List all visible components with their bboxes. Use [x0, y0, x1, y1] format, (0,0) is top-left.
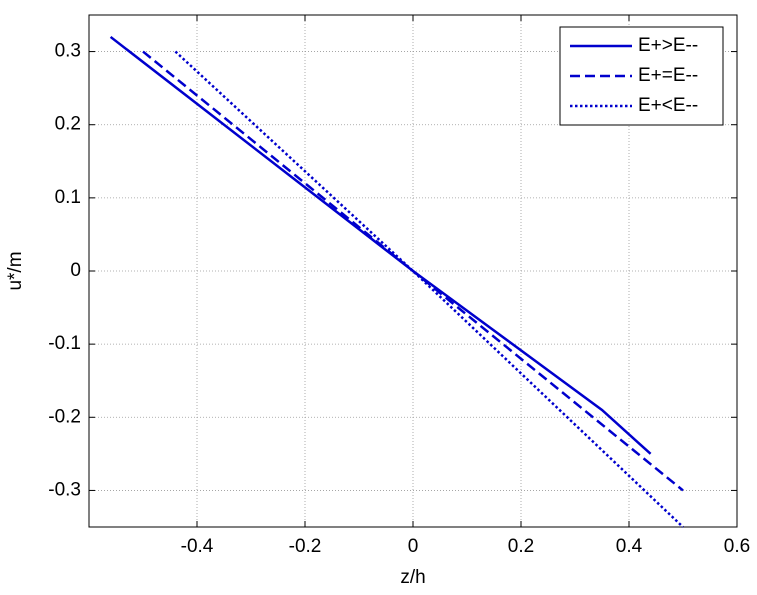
- x-tick-label: 0: [408, 536, 419, 557]
- y-tick-label: -0.1: [48, 333, 81, 354]
- x-axis-label: z/h: [400, 567, 425, 588]
- legend-label: E+>E--: [638, 35, 698, 56]
- y-tick-label: -0.3: [48, 479, 81, 500]
- legend-label: E+=E--: [638, 65, 698, 86]
- y-tick-label: 0: [70, 260, 81, 281]
- x-tick-label: 0.4: [616, 536, 643, 557]
- y-tick-label: 0.3: [55, 41, 81, 62]
- line-series: [142, 50, 684, 492]
- x-tick-label: -0.2: [289, 536, 322, 557]
- line-series: [174, 50, 684, 528]
- x-tick-label: 0.2: [508, 536, 534, 557]
- x-tick-label: 0.6: [724, 536, 750, 557]
- legend-label: E+<E--: [638, 95, 698, 116]
- x-tick-label: -0.4: [181, 536, 214, 557]
- y-tick-label: 0.2: [55, 114, 81, 135]
- y-tick-label: 0.1: [55, 187, 81, 208]
- line-series: [109, 35, 652, 455]
- y-tick-label: -0.2: [48, 406, 81, 427]
- y-axis-label: u*/m: [5, 251, 26, 290]
- plot-frame: [88, 14, 738, 528]
